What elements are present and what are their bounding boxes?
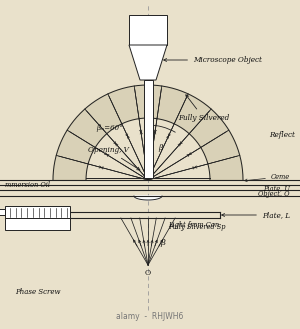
Text: alamy  -  RHJWH6: alamy - RHJWH6 <box>116 312 184 321</box>
Text: βₘ=60°: βₘ=60° <box>96 124 123 132</box>
Bar <box>129 15 167 45</box>
Text: Microscope Object: Microscope Object <box>164 56 262 64</box>
Text: β: β <box>160 239 165 247</box>
Text: O: O <box>145 269 151 277</box>
Text: Object, O: Object, O <box>259 190 290 198</box>
Bar <box>143 80 152 178</box>
Text: Opening, V: Opening, V <box>88 146 140 170</box>
Text: Plate, L: Plate, L <box>222 211 290 219</box>
Bar <box>5 218 70 230</box>
Text: Fully Silvered Sp: Fully Silvered Sp <box>168 223 226 231</box>
Text: Reflect: Reflect <box>269 131 295 139</box>
Text: Ceme: Ceme <box>244 173 290 182</box>
Text: mmersion Oil: mmersion Oil <box>5 181 50 189</box>
Polygon shape <box>129 45 167 80</box>
Polygon shape <box>53 85 243 180</box>
Polygon shape <box>134 196 162 200</box>
Text: β: β <box>158 144 162 152</box>
Bar <box>5 206 70 218</box>
Text: Phase Screw: Phase Screw <box>15 288 61 296</box>
Text: Plate, U: Plate, U <box>263 184 290 192</box>
Text: Light from Con: Light from Con <box>168 221 219 229</box>
Bar <box>0 209 5 215</box>
Text: Fully Silvered: Fully Silvered <box>178 95 229 122</box>
